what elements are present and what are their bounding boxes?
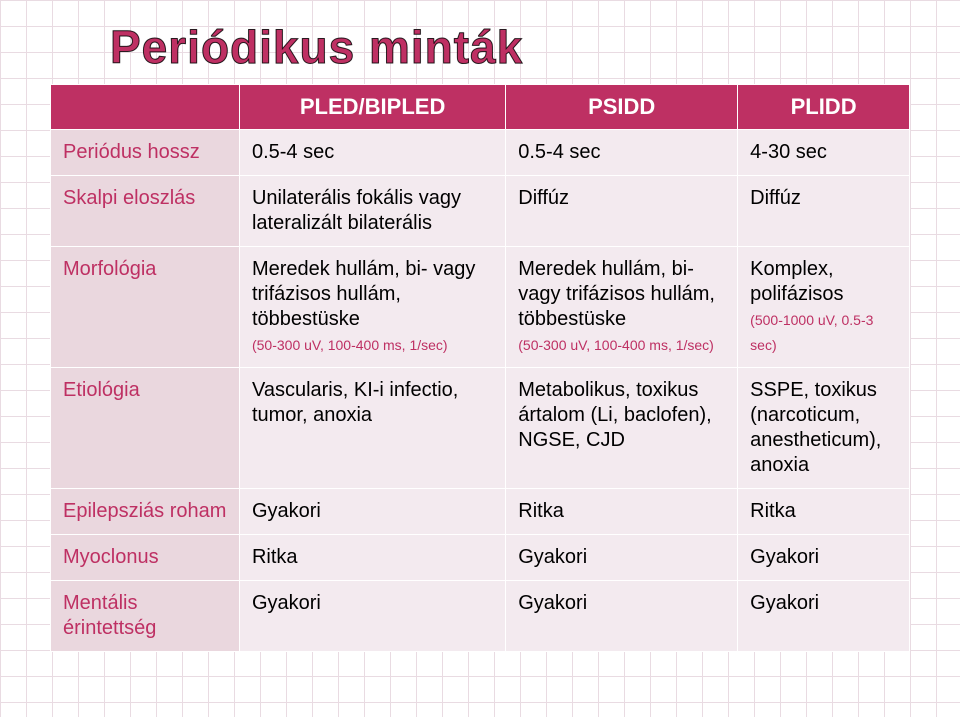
cell: Gyakori bbox=[506, 580, 738, 651]
row-head: Mentális érintettség bbox=[51, 580, 240, 651]
cell: Gyakori bbox=[738, 534, 910, 580]
cell-text: Komplex, polifázisos bbox=[750, 258, 843, 305]
row-head: Skalpi eloszlás bbox=[51, 175, 240, 246]
slide: Periódikus minták PLED/BIPLED PSIDD PLID… bbox=[0, 0, 960, 717]
cell: Ritka bbox=[506, 488, 738, 534]
cell: Gyakori bbox=[738, 580, 910, 651]
col-header-pled: PLED/BIPLED bbox=[239, 85, 505, 130]
cell-sub: (500-1000 uV, 0.5-3 sec) bbox=[750, 312, 873, 353]
col-header-blank bbox=[51, 85, 240, 130]
cell: Metabolikus, toxikus ártalom (Li, baclof… bbox=[506, 367, 738, 488]
cell: Meredek hullám, bi- vagy trifázisos hull… bbox=[506, 246, 738, 367]
cell: Unilaterális fokális vagy lateralizált b… bbox=[239, 175, 505, 246]
cell-text: Meredek hullám, bi- vagy trifázisos hull… bbox=[252, 258, 475, 330]
cell: 0.5-4 sec bbox=[506, 129, 738, 175]
cell: Gyakori bbox=[506, 534, 738, 580]
comparison-table: PLED/BIPLED PSIDD PLIDD Periódus hossz 0… bbox=[50, 84, 910, 652]
row-head: Epilepsziás roham bbox=[51, 488, 240, 534]
cell: Ritka bbox=[239, 534, 505, 580]
cell-sub: (50-300 uV, 100-400 ms, 1/sec) bbox=[518, 337, 714, 353]
cell: 4-30 sec bbox=[738, 129, 910, 175]
cell: SSPE, toxikus (narcoticum, anestheticum)… bbox=[738, 367, 910, 488]
row-head: Morfológia bbox=[51, 246, 240, 367]
col-header-plidd: PLIDD bbox=[738, 85, 910, 130]
table-row: Epilepsziás roham Gyakori Ritka Ritka bbox=[51, 488, 910, 534]
table-header-row: PLED/BIPLED PSIDD PLIDD bbox=[51, 85, 910, 130]
cell: Diffúz bbox=[738, 175, 910, 246]
table-row: Periódus hossz 0.5-4 sec 0.5-4 sec 4-30 … bbox=[51, 129, 910, 175]
table-row: Etiológia Vascularis, KI-i infectio, tum… bbox=[51, 367, 910, 488]
row-head: Myoclonus bbox=[51, 534, 240, 580]
cell: Diffúz bbox=[506, 175, 738, 246]
row-head: Etiológia bbox=[51, 367, 240, 488]
cell: Ritka bbox=[738, 488, 910, 534]
cell-sub: (50-300 uV, 100-400 ms, 1/sec) bbox=[252, 337, 448, 353]
cell: 0.5-4 sec bbox=[239, 129, 505, 175]
cell: Gyakori bbox=[239, 488, 505, 534]
table-row: Myoclonus Ritka Gyakori Gyakori bbox=[51, 534, 910, 580]
row-head: Periódus hossz bbox=[51, 129, 240, 175]
table-row: Morfológia Meredek hullám, bi- vagy trif… bbox=[51, 246, 910, 367]
cell-text: Meredek hullám, bi- vagy trifázisos hull… bbox=[518, 258, 715, 330]
cell: Gyakori bbox=[239, 580, 505, 651]
col-header-psidd: PSIDD bbox=[506, 85, 738, 130]
slide-title: Periódikus minták bbox=[110, 20, 910, 74]
cell: Vascularis, KI-i infectio, tumor, anoxia bbox=[239, 367, 505, 488]
cell: Komplex, polifázisos (500-1000 uV, 0.5-3… bbox=[738, 246, 910, 367]
table-row: Skalpi eloszlás Unilaterális fokális vag… bbox=[51, 175, 910, 246]
table-row: Mentális érintettség Gyakori Gyakori Gya… bbox=[51, 580, 910, 651]
cell: Meredek hullám, bi- vagy trifázisos hull… bbox=[239, 246, 505, 367]
